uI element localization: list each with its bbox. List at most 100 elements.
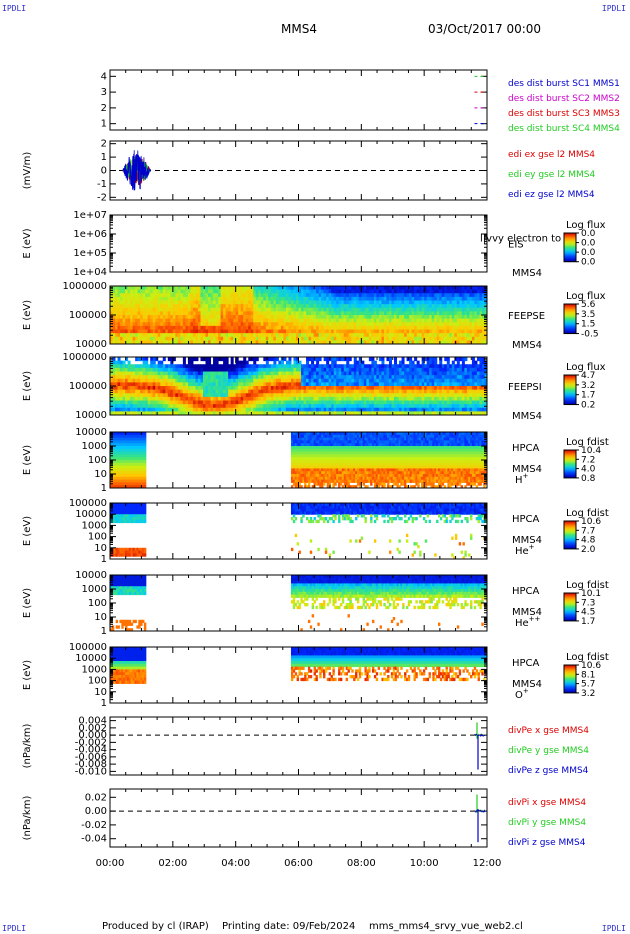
panel-feepsi-colorbar-tick: 0.2: [581, 401, 595, 411]
panel-hpca_he-colorbar-tick: 7.7: [581, 526, 595, 536]
panel-edi-ylabel: (mV/m): [22, 152, 33, 190]
panel-hpca_he-ylabel: E (eV): [22, 516, 33, 546]
panel-hpca_hepp-charge-label: ++: [529, 615, 541, 623]
panel-divpi-ytick-label: -0.04: [81, 834, 107, 845]
panel-feepse-ytick-label: 1000000: [62, 281, 107, 292]
panel-hpca_h-colorbar-title: Log fdist: [566, 437, 609, 448]
panel-feepsi-colorbar: [563, 374, 577, 406]
panel-hpca_hepp-colorbar-title: Log fdist: [566, 580, 609, 591]
panel-hpca_hepp-ytick-label: 10: [94, 612, 107, 623]
panel-hpca_h-ytick-label: 100: [88, 455, 107, 466]
panel-eis-ytick-label: 1e+04: [73, 267, 107, 278]
panel-hpca_hepp-ytick-label: 100: [88, 598, 107, 609]
panel-hpca_hepp-colorbar-tick: 7.3: [581, 598, 595, 608]
panel-hpca_he-ytick-label: 1000: [82, 520, 107, 531]
panel-hpca_he-colorbar-tick: 4.8: [581, 536, 596, 546]
corner-label-bottom-right: IPDLI: [601, 924, 626, 933]
panel-divpe-ytick-label: 0.004: [78, 716, 107, 727]
panel-divpe-ytick-label: 0.002: [78, 723, 107, 734]
panel-hpca_he-spacecraft-label: MMS4: [512, 535, 542, 546]
panel-hpca_o-colorbar-tick: 3.2: [581, 689, 595, 699]
panel-hpca_he-colorbar: [563, 520, 577, 550]
panel-feepse-colorbar-tick: 5.6: [581, 300, 596, 310]
panel-hpca_he-colorbar-title: Log fdist: [566, 508, 609, 519]
panel-hpca_o-colorbar-tick: 10.6: [581, 661, 601, 671]
panel-feepsi-colorbar-title: Log flux: [566, 362, 606, 373]
x-axis-tick-label: 06:00: [284, 858, 313, 869]
x-axis-tick-label: 00:00: [96, 858, 125, 869]
panel-eis-spacecraft-label: MMS4: [512, 268, 542, 279]
panel-divpe-ylabel: (nPa/km): [22, 724, 33, 769]
panel-divpi-ytick-label: -0.02: [81, 820, 107, 831]
footer-produced: Produced by cl (IRAP): [102, 921, 209, 932]
panel-eis-frame: [109, 214, 488, 273]
panel-edi-legend-2: edi ey gse l2 MMS4: [508, 170, 595, 180]
panel-hpca_h-charge-label: +: [523, 472, 529, 480]
panel-eis-ytick-label: 1e+06: [73, 229, 107, 240]
panel-feepsi-colorbar-tick: 3.2: [581, 381, 595, 391]
panel-hpca_he-ytick-label: 10000: [75, 509, 107, 520]
panel-hpca_o-ytick-label: 10000: [75, 653, 107, 664]
panel-hpca_o-charge-label: +: [523, 687, 529, 695]
panel-hpca_hepp-colorbar: [563, 592, 577, 622]
panel-burst-ytick-label: 4: [101, 71, 107, 82]
panel-feepse-ytick-label: 10000: [75, 339, 107, 350]
panel-hpca_o-ytick-label: 1000: [82, 664, 107, 675]
panel-burst-ytick-label: 1: [101, 119, 107, 130]
panel-burst-frame: [109, 69, 488, 131]
footer-script-name: mms_mms4_srvy_vue_web2.cl: [369, 921, 523, 932]
panel-hpca_h-colorbar-tick: 7.2: [581, 455, 595, 465]
panel-edi-ytick-label: 1: [101, 152, 107, 163]
panel-feepsi-ytick-label: 100000: [69, 381, 107, 392]
panel-eis-ylabel: E (eV): [22, 228, 33, 258]
panel-hpca_o-ytick-label: 100: [88, 676, 107, 687]
panel-divpe-ytick-label: -0.006: [75, 752, 107, 763]
panel-divpi-legend-1: divPi x gse MMS4: [508, 798, 586, 808]
panel-hpca_he-colorbar-tick: 2.0: [581, 545, 596, 555]
panel-hpca_h-ytick-label: 1: [101, 483, 107, 494]
panel-hpca_hepp-species-label: He++: [515, 615, 541, 629]
datetime-title: 03/Oct/2017 00:00: [428, 22, 542, 36]
panel-hpca_o-instrument-label: HPCA: [512, 658, 540, 669]
panel-divpi-legend-2: divPi y gse MMS4: [508, 818, 586, 828]
panel-feepse-instrument-label: FEEPSE: [508, 311, 545, 322]
panel-divpe-ytick-label: -0.002: [75, 737, 107, 748]
panel-edi-legend-1: edi ex gse l2 MMS4: [508, 150, 595, 160]
panel-burst-legend-4: des dist burst SC4 MMS4: [508, 124, 620, 134]
panel-feepsi-colorbar-tick: 4.7: [581, 371, 595, 381]
panel-burst-legend-3: des dist burst SC3 MMS3: [508, 109, 620, 119]
panel-hpca_hepp-ytick-label: 1: [101, 626, 107, 637]
panel-eis-colorbar-tick: 0.0: [581, 229, 596, 239]
panel-feepse-colorbar-title: Log flux: [566, 291, 606, 302]
panel-eis-ytick-label: 1e+05: [73, 248, 107, 259]
panel-hpca_he-ytick-label: 1: [101, 554, 107, 565]
panel-divpe-ytick-label: -0.008: [75, 759, 107, 770]
panel-edi-ytick-label: -1: [97, 179, 107, 190]
corner-label-top-left: IPDLI: [2, 4, 27, 13]
panel-divpe-frame: [109, 716, 488, 776]
panel-feepse-spacecraft-label: MMS4: [512, 340, 542, 351]
panel-hpca_hepp-ytick-label: 10000: [75, 570, 107, 581]
panel-feepse-colorbar: [563, 303, 577, 335]
panel-hpca_o-ytick-label: 1: [101, 698, 107, 709]
panel-hpca_h-ytick-label: 1000: [82, 441, 107, 452]
panel-hpca_hepp-colorbar-tick: 4.5: [581, 608, 595, 618]
panel-burst-ytick-label: 2: [101, 103, 107, 114]
panel-divpe-legend-2: divPe y gse MMS4: [508, 746, 589, 756]
panel-hpca_h-colorbar-tick: 4.0: [581, 465, 596, 475]
panel-hpca_he-ytick-label: 100000: [69, 498, 107, 509]
panel-divpi-legend-3: divPi z gse MMS4: [508, 838, 586, 848]
panel-hpca_h-colorbar-tick: 0.8: [581, 474, 596, 484]
panel-burst-ytick-label: 3: [101, 87, 107, 98]
panel-hpca_hepp-ylabel: E (eV): [22, 588, 33, 618]
panel-hpca_hepp-colorbar-tick: 1.7: [581, 617, 595, 627]
corner-label-top-right: IPDLI: [601, 4, 626, 13]
panel-hpca_he-charge-label: +: [529, 543, 535, 551]
panel-eis-instrument-label: EIS: [508, 240, 524, 251]
panel-edi-ytick-label: -2: [97, 192, 107, 203]
panel-hpca_h-colorbar-tick: 10.4: [581, 446, 601, 456]
panel-hpca_h-spacecraft-label: MMS4: [512, 464, 542, 475]
x-axis-tick-label: 02:00: [158, 858, 187, 869]
panel-hpca_he-ytick-label: 100: [88, 532, 107, 543]
panel-hpca_h-colorbar: [563, 449, 577, 479]
